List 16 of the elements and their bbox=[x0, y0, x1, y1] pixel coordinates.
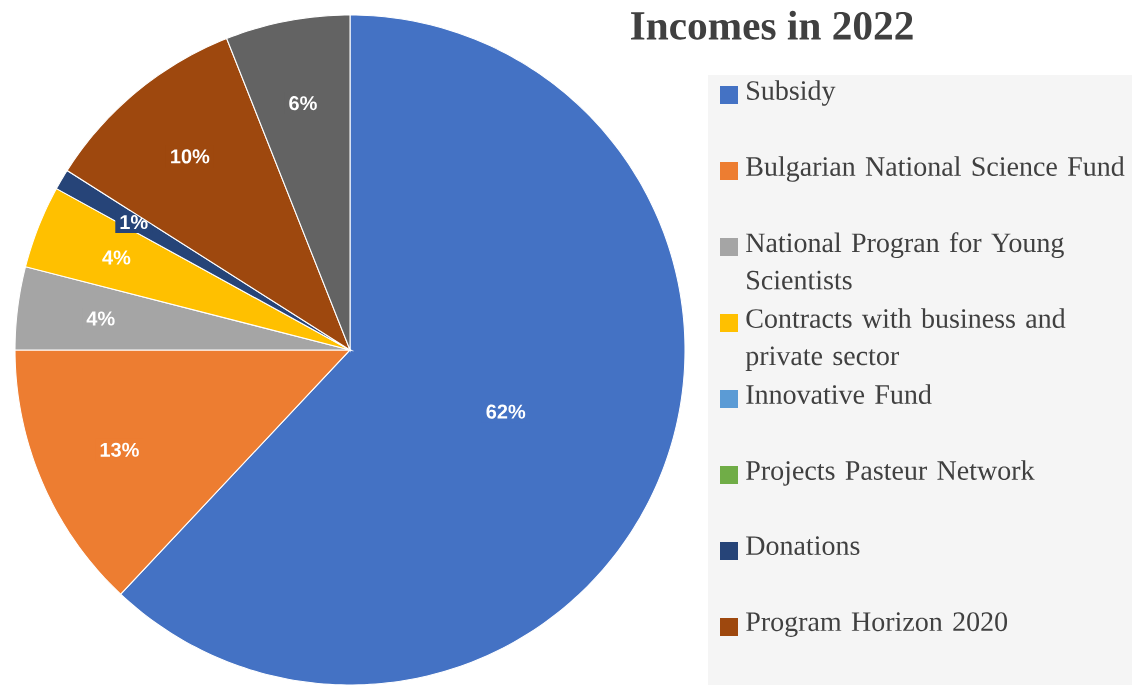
legend-label: Bulgarian National Science Fund bbox=[746, 156, 1125, 182]
legend-label: Subsidy bbox=[747, 80, 836, 106]
data-label: 10% bbox=[171, 149, 210, 164]
data-label: 4% bbox=[102, 250, 131, 265]
chart-title: Incomes in 2022 bbox=[631, 10, 913, 40]
data-label: 4% bbox=[86, 311, 115, 326]
legend-label: National Progran for Young Scientists bbox=[746, 232, 1064, 290]
legend-label: Program Horizon 2020 bbox=[746, 612, 1008, 637]
data-label: 62% bbox=[486, 404, 526, 419]
data-label: 1% bbox=[120, 215, 148, 230]
data-label: 6% bbox=[289, 96, 317, 111]
legend-label: Donations bbox=[746, 536, 860, 556]
data-label: 13% bbox=[100, 442, 139, 457]
legend-label: Contracts with business and private sector bbox=[745, 308, 1066, 371]
legend-label: Projects Pasteur Network bbox=[746, 460, 1035, 486]
legend-label: Innovative Fund bbox=[746, 384, 932, 404]
